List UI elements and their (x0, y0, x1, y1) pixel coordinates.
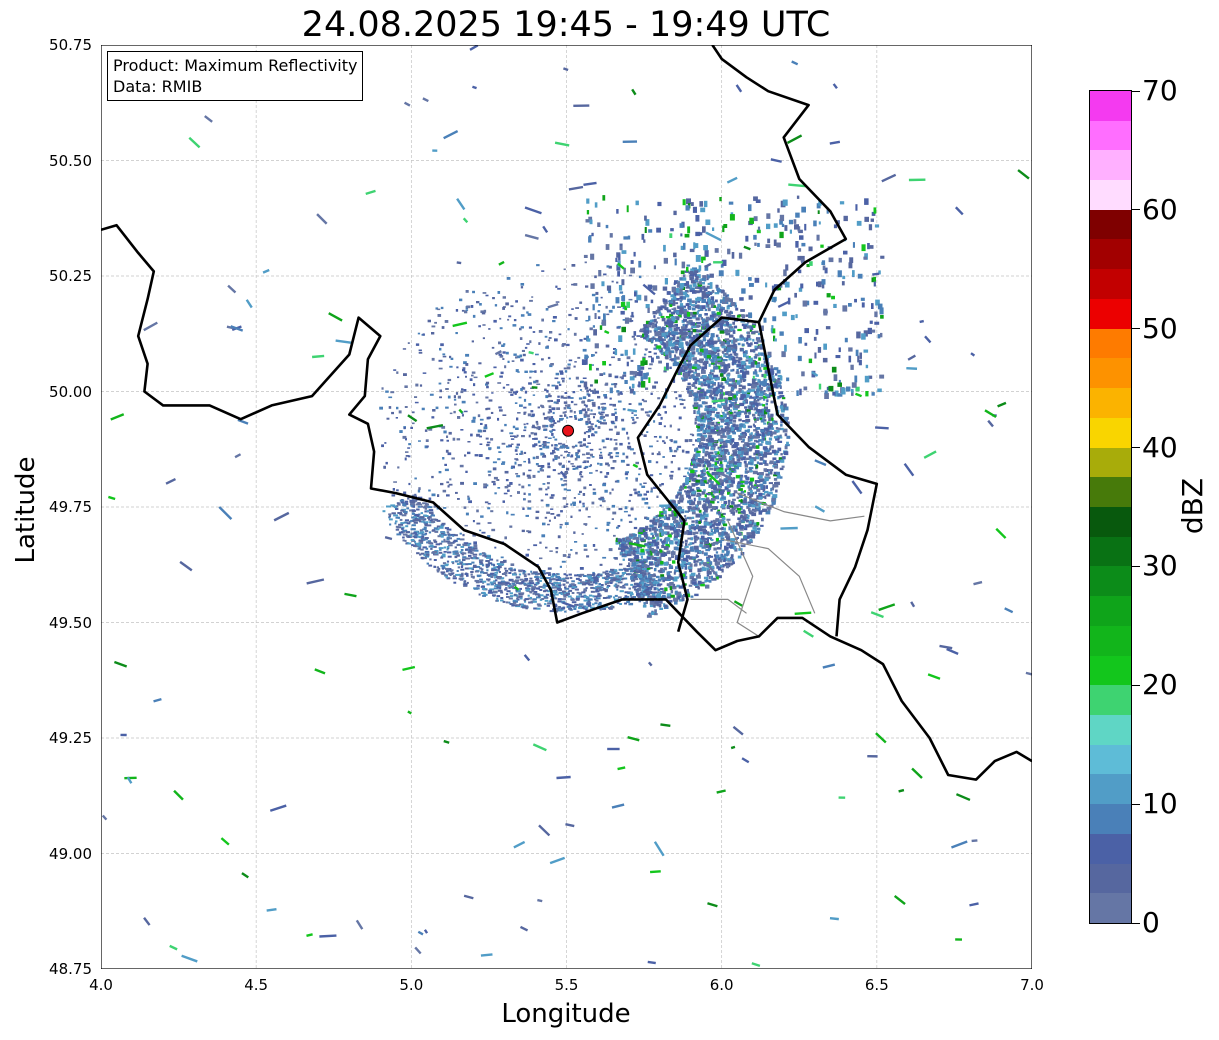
x-tick-label: 5.0 (399, 976, 424, 994)
colorbar-segment (1090, 744, 1131, 775)
colorbar-tick (1131, 684, 1140, 686)
radar-site-dot (562, 424, 575, 437)
colorbar-segment (1090, 714, 1131, 745)
radar-map-plot[interactable] (101, 45, 1032, 969)
colorbar-tick-label: 70 (1142, 74, 1178, 107)
y-tick-label: 49.25 (49, 729, 92, 747)
y-tick-label: 50.50 (49, 151, 92, 170)
colorbar-tick (1131, 922, 1140, 924)
colorbar-tick (1131, 328, 1140, 330)
y-tick-label: 49.00 (49, 844, 92, 863)
colorbar-tick-label: 20 (1142, 668, 1178, 702)
colorbar-tick-label: 30 (1142, 549, 1178, 583)
colorbar-segment (1090, 477, 1131, 507)
country-border (101, 223, 1032, 781)
colorbar-segment (1090, 893, 1131, 923)
x-tick-label: 6.0 (709, 976, 734, 994)
y-tick-label: 50.25 (49, 267, 92, 285)
colorbar-segment (1090, 506, 1131, 537)
x-tick-label: 5.5 (554, 976, 579, 994)
reflectivity-echoes (101, 45, 1032, 968)
colorbar-tick (1131, 803, 1140, 805)
x-tick-label: 4.0 (89, 976, 113, 994)
y-tick-label: 50.75 (49, 36, 92, 54)
colorbar-segment (1090, 150, 1131, 181)
colorbar-segment (1090, 298, 1131, 329)
province-border (721, 538, 816, 614)
colorbar-segment (1090, 239, 1131, 270)
colorbar-tick (1131, 209, 1140, 211)
colorbar-segment (1090, 863, 1131, 894)
colorbar-tick-label: 60 (1142, 192, 1178, 226)
province-border (690, 598, 747, 614)
chart-title: 24.08.2025 19:45 - 19:49 UTC (301, 5, 831, 45)
province-border (736, 492, 865, 522)
colorbar (1089, 90, 1132, 924)
product-text: Product: Maximum Reflectivity (113, 56, 358, 75)
colorbar-segment (1090, 180, 1131, 210)
colorbar-segment (1090, 328, 1131, 359)
colorbar-tick (1131, 565, 1140, 567)
country-border (636, 45, 848, 633)
colorbar-segment (1090, 417, 1131, 448)
x-tick-label: 6.5 (864, 976, 889, 994)
y-tick-label: 49.75 (49, 498, 92, 516)
colorbar-tick (1131, 90, 1140, 92)
province-border (727, 520, 760, 637)
x-tick-label: 4.5 (244, 976, 269, 994)
y-tick-label: 50.00 (49, 382, 92, 401)
x-axis-label: Longitude (501, 999, 631, 1029)
colorbar-tick-label: 40 (1142, 430, 1178, 464)
y-axis-label: Latitude (11, 456, 41, 564)
colorbar-label: dBZ (1176, 477, 1209, 535)
data-source-text: Data: RMIB (113, 77, 203, 96)
colorbar-segment (1090, 447, 1131, 478)
colorbar-tick-label: 50 (1142, 311, 1178, 345)
colorbar-segment (1090, 90, 1131, 121)
colorbar-segment (1090, 209, 1131, 240)
product-info-box: Product: Maximum Reflectivity Data: RMIB (107, 51, 364, 101)
colorbar-segment (1090, 269, 1131, 299)
province-borders (690, 492, 865, 637)
colorbar-tick-label: 10 (1142, 787, 1178, 821)
colorbar-segment (1090, 596, 1131, 626)
country-borders (101, 45, 1032, 781)
colorbar-segment (1090, 388, 1131, 418)
colorbar-segment (1090, 685, 1131, 715)
colorbar-segment (1090, 120, 1131, 151)
colorbar-tick-label: 0 (1142, 906, 1160, 939)
colorbar-segment (1090, 566, 1131, 597)
x-tick-label: 7.0 (1020, 976, 1044, 994)
colorbar-segment (1090, 774, 1131, 805)
y-tick-label: 49.50 (49, 613, 92, 632)
colorbar-segment (1090, 804, 1131, 834)
colorbar-segment (1090, 536, 1131, 567)
colorbar-segment (1090, 655, 1131, 686)
colorbar-tick (1131, 447, 1140, 449)
y-tick-label: 48.75 (49, 960, 92, 978)
colorbar-segment (1090, 358, 1131, 389)
radar-site-marker (562, 424, 575, 437)
colorbar-segment (1090, 833, 1131, 864)
country-border (757, 321, 879, 637)
colorbar-segment (1090, 625, 1131, 656)
